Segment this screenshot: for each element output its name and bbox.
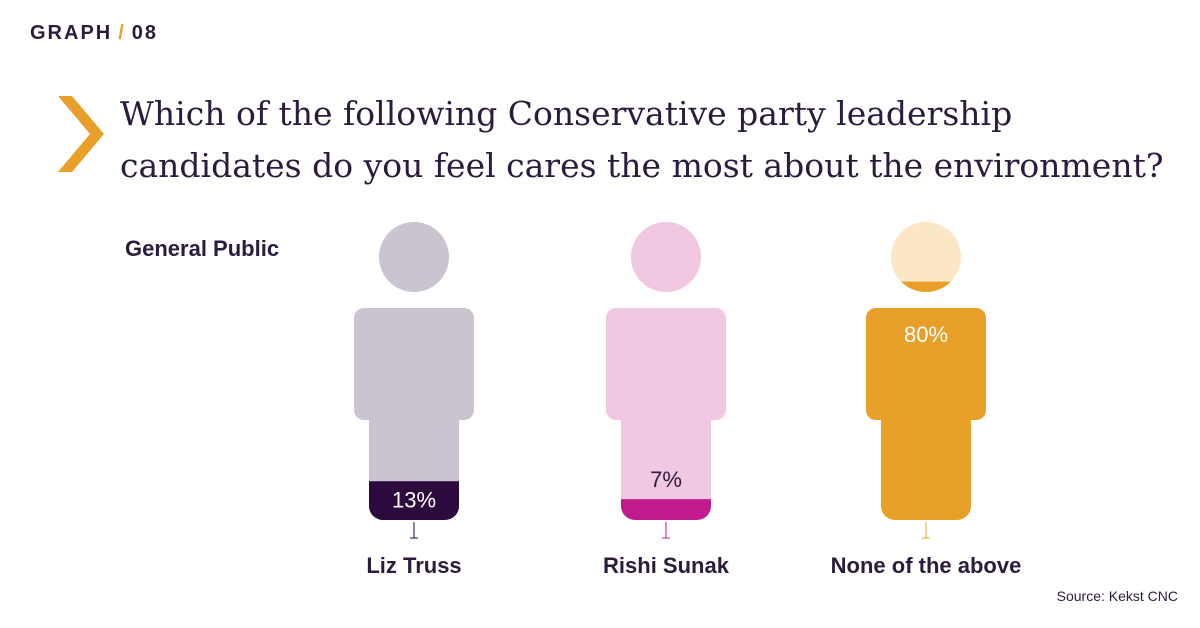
graph-label: GRAPH/08: [30, 22, 158, 45]
question-title: Which of the following Conservative part…: [120, 94, 1164, 185]
category-label: Rishi Sunak: [603, 553, 730, 578]
value-fill-bar: [866, 281, 986, 520]
figure-body: [606, 308, 726, 520]
figure-head: [891, 222, 961, 292]
category-label: Liz Truss: [366, 553, 461, 578]
person-figure: 13% Liz Truss: [354, 222, 474, 578]
category-label: None of the above: [831, 553, 1022, 578]
value-fill-bar: [354, 481, 474, 520]
axis-tick: [922, 522, 930, 539]
value-label: 80%: [904, 322, 948, 347]
graph-separator: /: [118, 22, 126, 44]
graph-number: 08: [131, 22, 159, 44]
value-label: 13%: [392, 487, 436, 512]
value-label: 7%: [650, 467, 682, 492]
axis-tick: [410, 522, 418, 539]
figure-body: [354, 308, 474, 520]
chevron-right-icon: [58, 96, 104, 172]
source-note: Source: Kekst CNC: [1056, 588, 1178, 604]
graph-word: GRAPH: [30, 22, 113, 44]
person-figure: 7% Rishi Sunak: [603, 222, 730, 578]
figure-head: [379, 222, 449, 292]
value-fill-bar: [606, 499, 726, 520]
axis-tick: [662, 522, 670, 539]
person-figure: 80% None of the above: [831, 222, 1022, 578]
figure-head: [631, 222, 701, 292]
audience-label: General Public: [125, 236, 280, 261]
